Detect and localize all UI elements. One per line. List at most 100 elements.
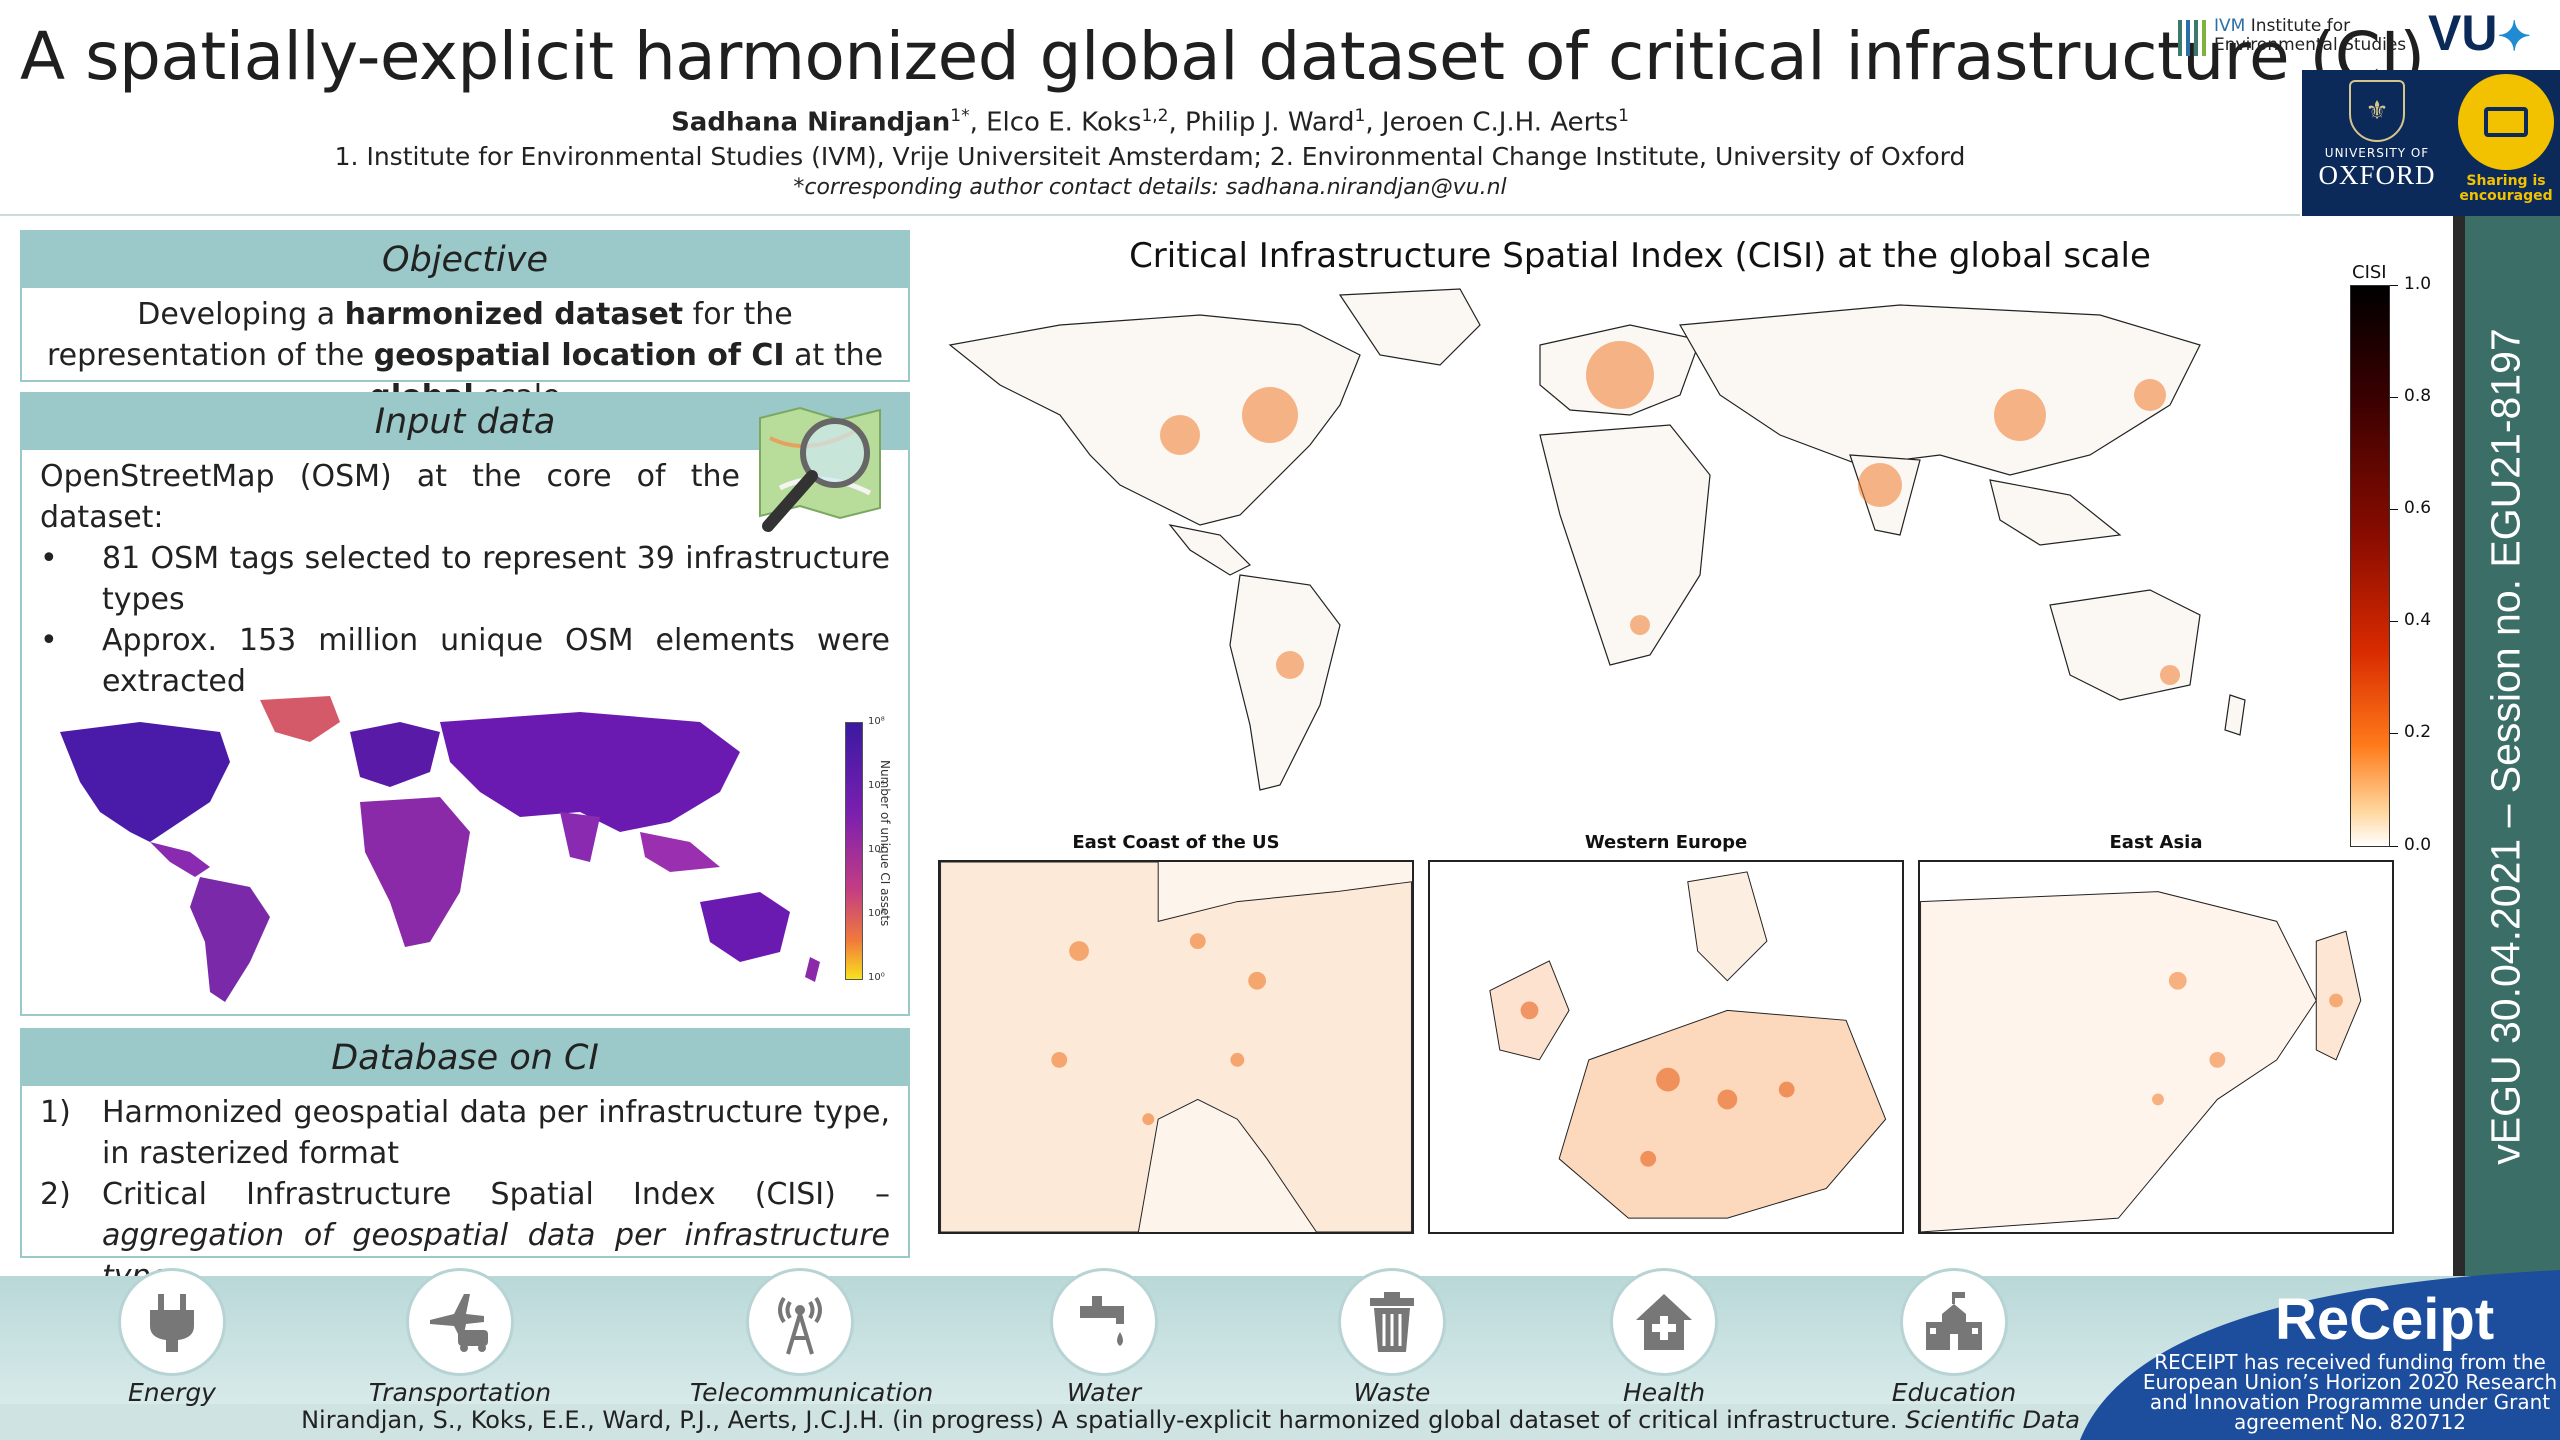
sector-health: Health	[1554, 1268, 1774, 1407]
banner-edge	[2453, 216, 2465, 1276]
sharing-text: Sharing is encouraged	[2459, 173, 2553, 204]
inset-map-europe	[1428, 860, 1904, 1234]
australia	[2049, 589, 2201, 701]
list-item: 1) Harmonized geospatial data per infrast…	[40, 1095, 890, 1171]
sector-label: Waste	[1353, 1378, 1431, 1407]
north-america	[60, 722, 230, 842]
sector-label: Water	[1066, 1378, 1142, 1407]
south-america	[190, 877, 270, 1002]
author-sup: 1*	[950, 106, 970, 126]
osm-cb-tick: 10⁰	[868, 972, 885, 983]
cisi-tick-label: 0.0	[2404, 835, 2432, 855]
session-text: vEGU 30.04.2021 – Session no. EGU21-8197	[2483, 327, 2530, 1165]
oxford-crest-icon: ⚜	[2349, 80, 2405, 142]
sector-label: Telecommunication	[690, 1378, 934, 1407]
vu-logo: VU✦	[2428, 4, 2548, 68]
author-name: Sadhana Nirandjan	[671, 107, 951, 138]
africa	[1539, 424, 1711, 666]
inset-map-asia	[1918, 860, 2394, 1234]
sector-energy: Energy	[62, 1268, 282, 1407]
cisi-tick-label: 0.6	[2404, 498, 2432, 518]
oxford-logo: ⚜ UNIVERSITY OF OXFORD	[2302, 70, 2452, 216]
antenna-icon	[746, 1268, 854, 1376]
poster-title: A spatially-explicit harmonized global d…	[20, 18, 2425, 95]
north-america	[948, 314, 1361, 526]
ivm-line2: Environmental Studies	[2214, 35, 2407, 55]
author-sup: 1	[1354, 106, 1366, 126]
receipt-funding-box	[2080, 1270, 2560, 1440]
database-body: 1) Harmonized geospatial data per infrast…	[22, 1086, 908, 1303]
greenland	[1338, 288, 1481, 366]
inset-title-asia: East Asia	[2109, 832, 2203, 853]
database-heading: Database on CI	[22, 1030, 908, 1086]
ivm-bars-icon	[2178, 16, 2206, 56]
oxford-small-text: UNIVERSITY OF	[2324, 146, 2430, 160]
africa	[360, 797, 470, 947]
osm-colorbar-label: Number of unique CI assets	[878, 760, 892, 927]
central-america	[150, 842, 210, 877]
se-asia	[640, 832, 720, 872]
new-zealand	[805, 957, 820, 982]
cisi-colorbar-label: CISI	[2352, 262, 2387, 283]
house-cross-icon	[1610, 1268, 1718, 1376]
receipt-funding-text: RECEIPT has received funding from the Eu…	[2142, 1350, 2558, 1434]
oxford-big-text: OXFORD	[2318, 160, 2436, 190]
griffin-icon: ✦	[2497, 15, 2531, 59]
ivm-logo-text: IVM Institute for Environmental Studies	[2214, 17, 2406, 55]
osm-assets-world-map	[60, 696, 820, 1002]
database-panel: Database on CI 1) Harmonized geospatial d…	[20, 1028, 910, 1294]
vu-text: VU	[2428, 5, 2498, 61]
objective-heading: Objective	[22, 232, 908, 288]
osm-cb-tick: 10⁴	[868, 844, 885, 855]
sector-label: Energy	[128, 1378, 216, 1407]
author-name: Elco E. Koks	[986, 107, 1142, 138]
trash-icon	[1338, 1268, 1446, 1376]
openstreetmap-logo-icon	[759, 406, 881, 532]
author-name: Philip J. Ward	[1185, 107, 1355, 138]
plug-icon	[118, 1268, 226, 1376]
school-icon	[1900, 1268, 2008, 1376]
cisi-hotspots	[1160, 341, 2180, 685]
session-banner: vEGU 30.04.2021 – Session no. EGU21-8197	[2453, 216, 2560, 1276]
cisi-map-title: Critical Infrastructure Spatial Index (C…	[1129, 236, 2151, 276]
sector-waste: Waste	[1282, 1268, 1502, 1407]
central-america	[1168, 524, 1252, 576]
greenland	[260, 696, 340, 742]
sector-label: Transportation	[368, 1378, 552, 1407]
author-name: Jeroen C.J.H. Aerts	[1381, 107, 1619, 138]
india	[560, 812, 600, 862]
ivm-line1: Institute for	[2245, 16, 2351, 36]
author-sup: 1,2	[1141, 106, 1169, 126]
asia	[1679, 304, 2201, 476]
receipt-logo: ReCeipt	[2275, 1287, 2495, 1352]
list-item: 2) Critical Infrastructure Spatial Index …	[40, 1177, 890, 1294]
plane-car-icon	[406, 1268, 514, 1376]
cisi-colorbar	[2350, 285, 2390, 847]
ivm-acronym: IVM	[2214, 16, 2246, 36]
cisi-tick-mark	[2390, 846, 2398, 847]
contact-details: *corresponding author contact details: s…	[793, 175, 1507, 200]
author-list: Sadhana Nirandjan1*, Elco E. Koks1,2, Ph…	[671, 106, 1629, 138]
list-item: • 81 OSM tags selected to represent 39 in…	[40, 541, 890, 617]
asia	[440, 712, 740, 832]
new-zealand	[2224, 694, 2246, 736]
camera-icon	[2458, 74, 2554, 170]
osm-intro: OpenStreetMap (OSM) at the core of the d…	[40, 459, 740, 535]
inset-map-us	[938, 860, 1414, 1234]
header-divider	[0, 214, 2300, 216]
sector-label: Education	[1891, 1378, 2017, 1407]
se-asia	[1989, 479, 2122, 546]
sharing-encouraged-logo: Sharing is encouraged	[2452, 70, 2560, 216]
cisi-tick-label: 0.4	[2404, 610, 2432, 630]
sector-education: Education	[1844, 1268, 2064, 1407]
sector-telecommunication: Telecommunication	[690, 1268, 934, 1407]
list-item: • Approx. 153 million unique OSM elements…	[40, 623, 890, 699]
cisi-global-map	[948, 288, 2246, 791]
osm-colorbar	[845, 722, 863, 980]
sector-label: Health	[1622, 1378, 1706, 1407]
faucet-icon	[1050, 1268, 1158, 1376]
south-america	[1229, 574, 1341, 791]
osm-cb-tick: 10⁶	[868, 780, 885, 791]
input-data-body: OpenStreetMap (OSM) at the core of the d…	[22, 450, 908, 708]
cisi-tick-mark	[2390, 621, 2398, 622]
